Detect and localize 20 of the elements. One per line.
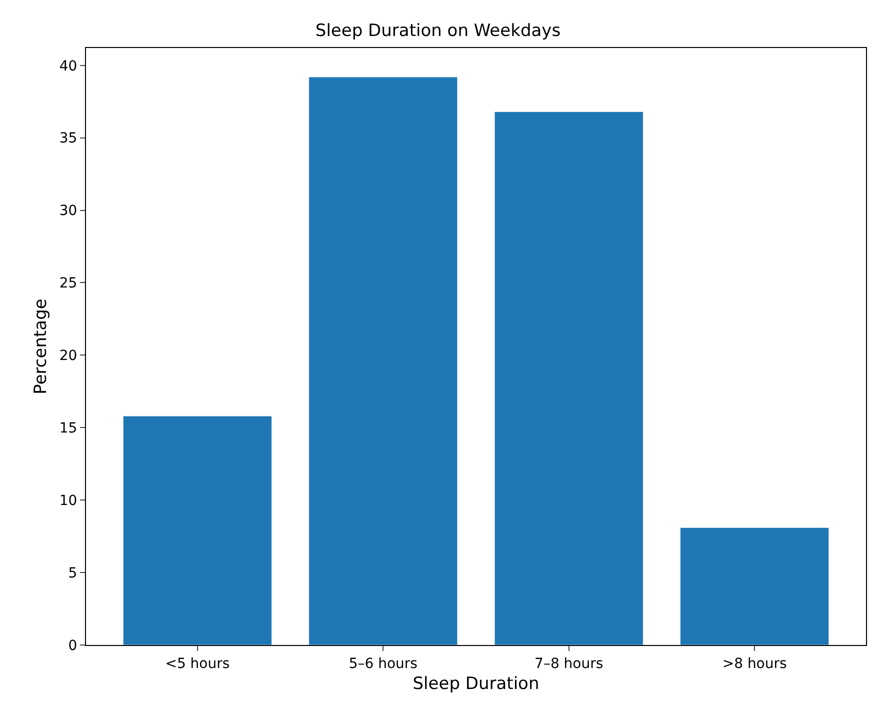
bar bbox=[680, 527, 830, 645]
y-tick-label: 20 bbox=[59, 348, 78, 364]
y-tick-label: 5 bbox=[68, 565, 78, 582]
x-tick-label: 5–6 hours bbox=[348, 656, 418, 672]
y-tick-label: 25 bbox=[59, 276, 78, 292]
y-tick-label: 40 bbox=[59, 58, 78, 74]
chart-title: Sleep Duration on Weekdays bbox=[315, 20, 561, 41]
y-tick-label: 30 bbox=[59, 203, 78, 220]
y-tick-label: 0 bbox=[68, 638, 78, 654]
y-tick-label: 15 bbox=[59, 420, 78, 437]
y-tick-label: 35 bbox=[59, 130, 78, 147]
x-tick-label: >8 hours bbox=[722, 656, 787, 672]
y-axis-title: Percentage bbox=[30, 298, 51, 394]
bar bbox=[122, 416, 272, 645]
x-axis-title: Sleep Duration bbox=[412, 674, 540, 694]
bar bbox=[308, 76, 458, 645]
x-tick-label: 7–8 hours bbox=[534, 656, 604, 672]
x-tick-label: <5 hours bbox=[165, 656, 230, 672]
bar bbox=[494, 112, 644, 645]
y-tick-label: 10 bbox=[59, 493, 78, 509]
